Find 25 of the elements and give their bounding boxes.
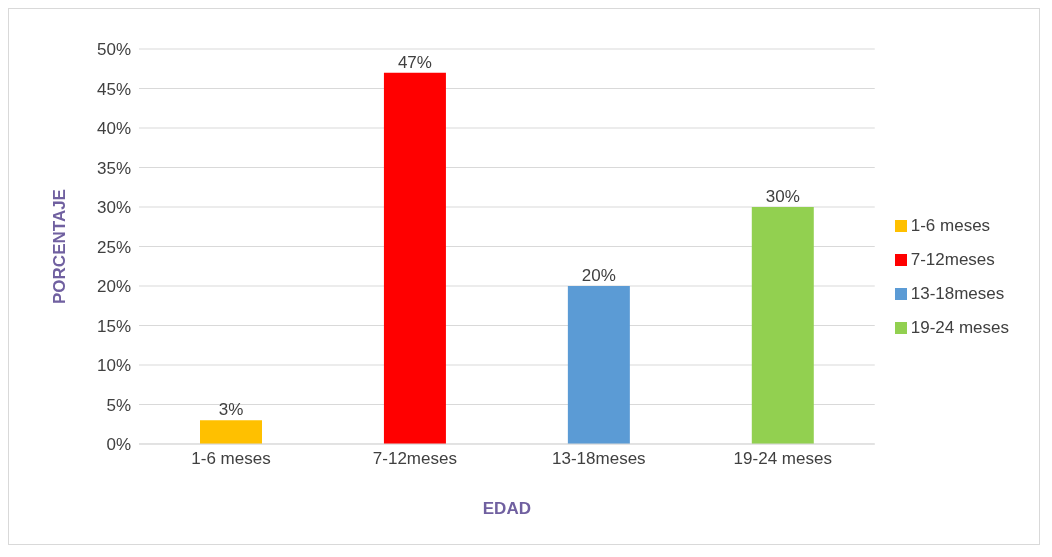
y-tick-label: 50% — [96, 40, 131, 60]
y-tick-label: 35% — [96, 158, 131, 178]
y-tick-label: 30% — [96, 198, 131, 218]
legend-label: 1-6 meses — [910, 215, 991, 235]
y-tick-label: 10% — [96, 356, 131, 376]
x-axis-title: EDAD — [482, 499, 531, 518]
y-tick-label: 15% — [96, 316, 131, 336]
y-tick-label: 20% — [96, 277, 131, 297]
x-tick-label: 19-24 meses — [733, 449, 832, 469]
y-tick-label: 5% — [106, 395, 131, 415]
legend-label: 19-24 meses — [910, 317, 1009, 337]
x-tick-label: 7-12meses — [372, 449, 457, 469]
y-tick-label: 0% — [106, 435, 131, 455]
x-tick-label: 13-18meses — [552, 449, 646, 469]
y-tick-label: 45% — [96, 79, 131, 99]
y-axis-title: PORCENTAJE — [50, 189, 70, 304]
legend-label: 7-12meses — [910, 249, 995, 269]
data-label: 3% — [218, 400, 244, 420]
y-tick-label: 40% — [96, 119, 131, 139]
y-tick-label: 25% — [96, 237, 131, 257]
data-label: 30% — [765, 187, 800, 206]
x-tick-label: 1-6 meses — [191, 449, 271, 469]
legend-label: 13-18meses — [910, 283, 1005, 303]
data-label: 20% — [581, 266, 616, 285]
data-label: 47% — [397, 52, 432, 72]
